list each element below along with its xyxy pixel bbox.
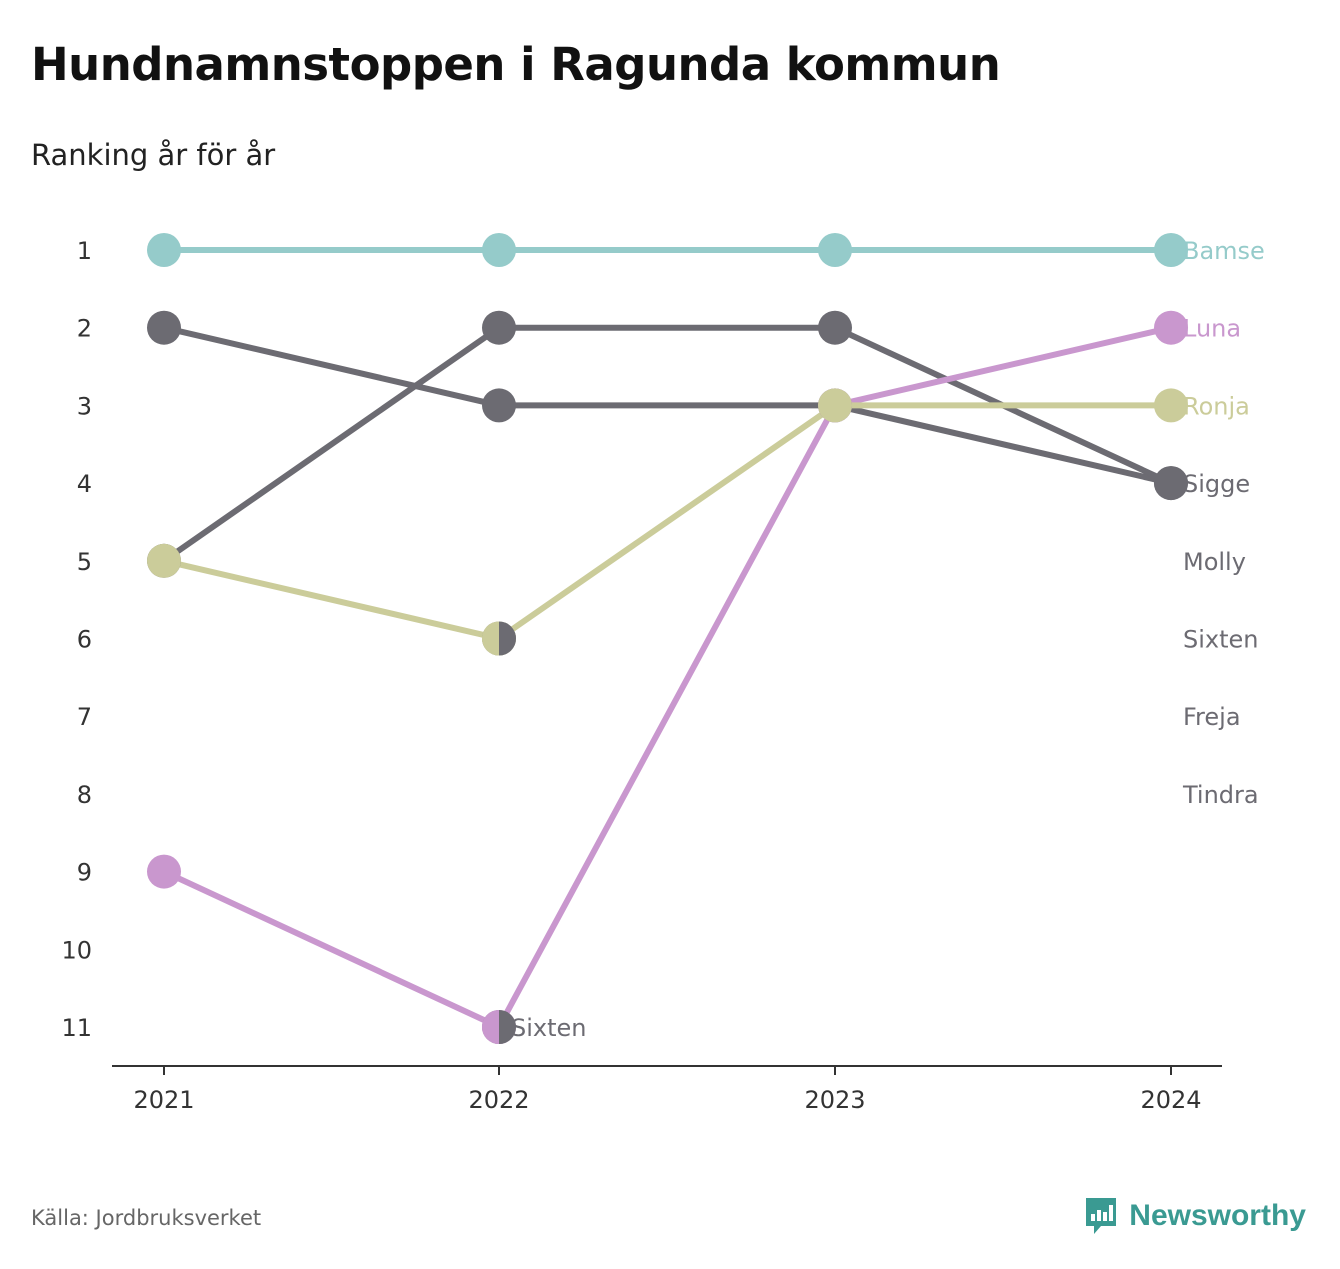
data-point-half-luna — [482, 1010, 499, 1044]
y-tick-label: 9 — [77, 859, 92, 887]
data-point-sigge — [482, 388, 516, 423]
y-tick-label: 4 — [77, 470, 92, 498]
y-tick-label: 11 — [61, 1014, 92, 1042]
end-label-sigge: Sigge — [1183, 470, 1250, 498]
x-tick-label: 2021 — [133, 1086, 194, 1114]
data-point-ronja — [147, 543, 181, 578]
axis-layer: 1 2 3 4 5 6 7 8 9 10 11 2021 2022 2023 2024 — [61, 237, 1222, 1114]
brand-name: Newsworthy — [1129, 1199, 1306, 1232]
newsworthy-logo-icon — [1086, 1198, 1117, 1234]
y-tick-label: 7 — [77, 703, 92, 731]
data-point-half-grey — [499, 1010, 516, 1044]
data-point-ronja — [818, 388, 852, 423]
data-point-bamse — [482, 233, 516, 267]
data-point-bamse — [818, 233, 852, 267]
y-tick-label: 10 — [61, 936, 92, 964]
data-point-half-grey — [499, 621, 516, 656]
end-label-molly: Molly — [1183, 548, 1246, 576]
data-point-bamse — [1154, 233, 1188, 267]
y-tick-label: 8 — [77, 781, 92, 809]
series-labels: Bamse Luna Ronja Sigge Molly Sixten Freja Tindr… — [511, 237, 1265, 1042]
x-tick-label: 2024 — [1140, 1086, 1201, 1114]
end-label-ronja: Ronja — [1183, 392, 1250, 420]
data-point-sigge — [147, 310, 181, 345]
x-tick-label: 2022 — [468, 1086, 529, 1114]
series-line-sigge — [161, 324, 1174, 487]
source-note: Källa: Jordbruksverket — [31, 1206, 262, 1230]
y-tick-label: 3 — [77, 392, 92, 420]
y-tick-label: 2 — [77, 315, 92, 343]
series-lines — [161, 247, 1174, 1030]
end-label-tindra: Tindra — [1182, 781, 1259, 809]
y-tick-label: 6 — [77, 626, 92, 654]
y-tick-label: 5 — [77, 548, 92, 576]
end-label-freja: Freja — [1183, 703, 1241, 731]
brand-logo[interactable]: Newsworthy — [1083, 1196, 1306, 1236]
series-points — [147, 233, 1188, 1044]
data-point-luna — [1154, 310, 1188, 345]
end-label-bamse: Bamse — [1183, 237, 1265, 265]
chart-title: Hundnamnstoppen i Ragunda kommun — [31, 38, 1001, 91]
annotation-label: Sixten — [511, 1014, 587, 1042]
data-point-molly — [1154, 466, 1188, 501]
end-label-sixten: Sixten — [1183, 626, 1259, 654]
series-line-ronja — [161, 402, 1174, 642]
chart-subtitle: Ranking år för år — [31, 138, 276, 172]
data-point-ronja — [1154, 388, 1188, 423]
data-point-molly — [482, 310, 516, 345]
data-point-bamse — [147, 233, 181, 267]
series-line-luna — [161, 324, 1174, 1030]
x-tick-label: 2023 — [804, 1086, 865, 1114]
data-point-half-ronja — [482, 621, 499, 656]
y-tick-label: 1 — [77, 237, 92, 265]
data-point-molly — [818, 310, 852, 345]
data-point-luna — [147, 854, 181, 889]
end-label-luna: Luna — [1183, 315, 1241, 343]
